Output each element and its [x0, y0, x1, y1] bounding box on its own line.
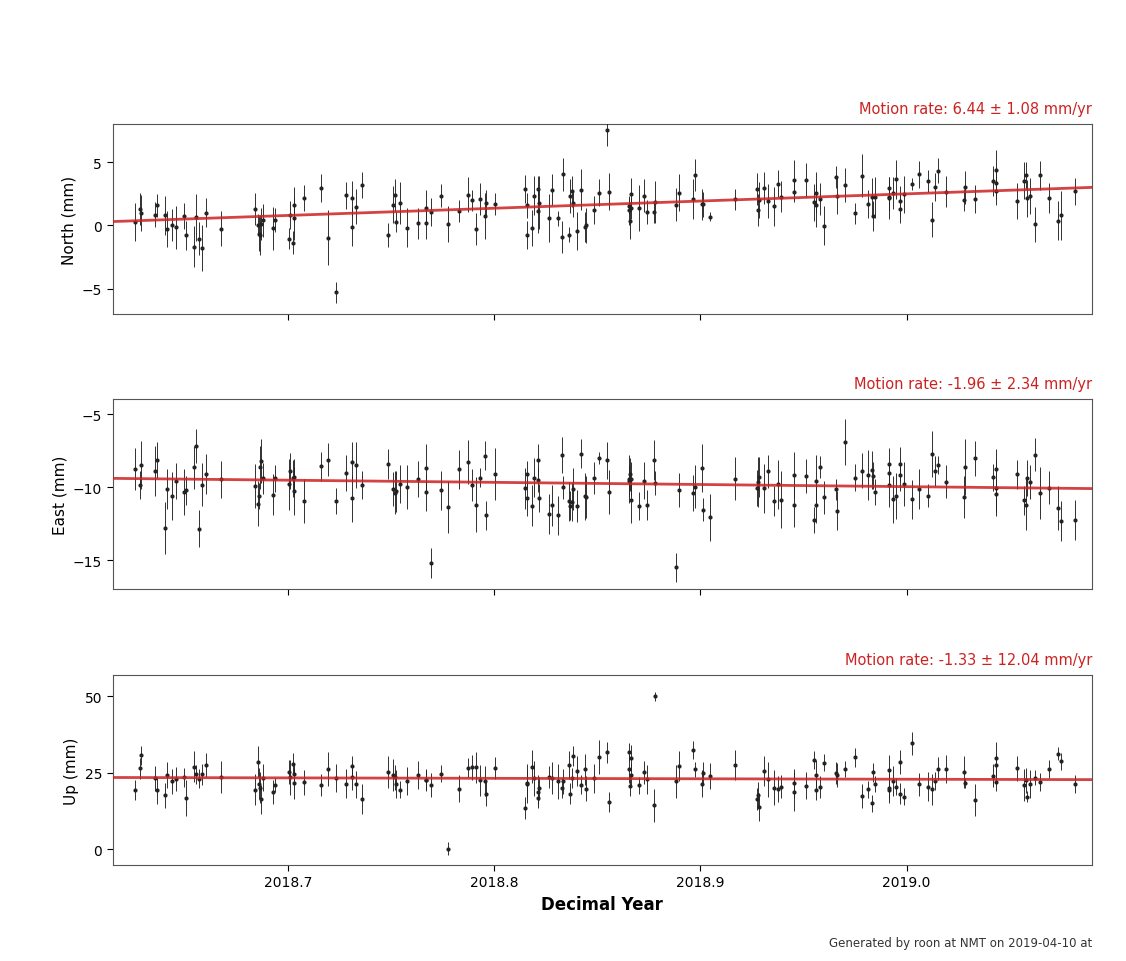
Y-axis label: East (mm): East (mm): [53, 456, 68, 534]
X-axis label: Decimal Year: Decimal Year: [542, 895, 663, 913]
Text: Motion rate: 6.44 ± 1.08 mm/yr: Motion rate: 6.44 ± 1.08 mm/yr: [859, 102, 1092, 116]
Y-axis label: North (mm): North (mm): [61, 175, 77, 264]
Text: Motion rate: -1.96 ± 2.34 mm/yr: Motion rate: -1.96 ± 2.34 mm/yr: [855, 377, 1092, 392]
Text: Motion rate: -1.33 ± 12.04 mm/yr: Motion rate: -1.33 ± 12.04 mm/yr: [844, 652, 1092, 667]
Y-axis label: Up (mm): Up (mm): [64, 736, 79, 803]
Text: Generated by roon at NMT on 2019-04-10 at: Generated by roon at NMT on 2019-04-10 a…: [829, 936, 1092, 949]
